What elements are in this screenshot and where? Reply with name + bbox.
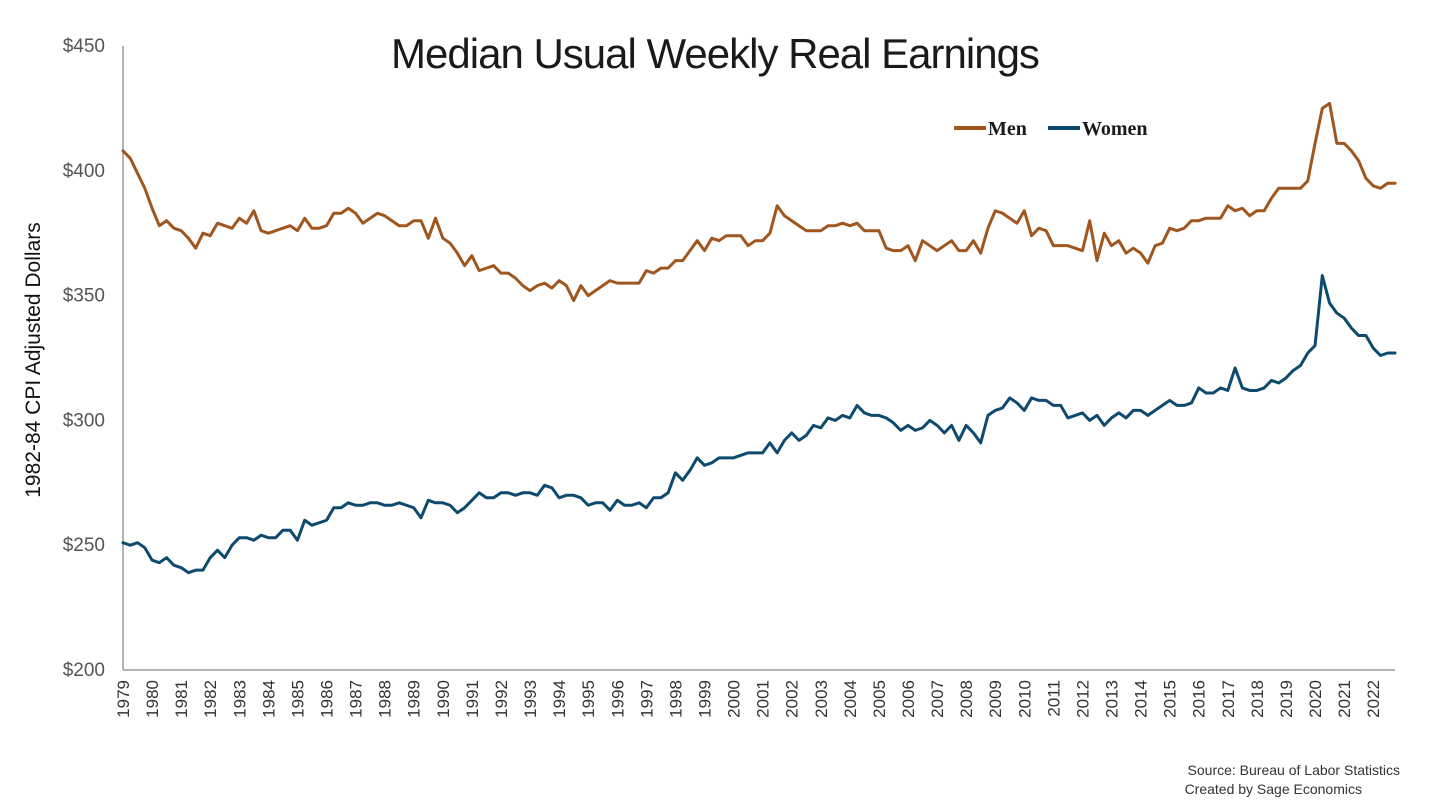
x-tick-label: 1982 [201, 680, 220, 718]
x-tick-label: 1986 [318, 680, 337, 718]
y-tick-label: $200 [63, 660, 105, 681]
x-tick-label: 2010 [1015, 680, 1034, 718]
x-tick-label: 2011 [1044, 680, 1063, 717]
x-tick-label: 2015 [1161, 680, 1180, 718]
x-tick-label: 1981 [172, 680, 191, 718]
y-tick-label: $300 [63, 410, 105, 431]
x-tick-label: 2009 [986, 680, 1005, 718]
x-tick-label: 2001 [754, 680, 773, 718]
legend: Men Women [954, 118, 1148, 140]
legend-label-men: Men [988, 118, 1027, 140]
x-tick-label: 2008 [957, 680, 976, 718]
series-line-men [121, 101, 1397, 303]
x-tick-label: 1984 [259, 680, 278, 718]
x-tick-label: 2014 [1132, 680, 1151, 718]
x-tick-label: 1999 [695, 680, 714, 718]
y-tick-label: $250 [63, 535, 105, 556]
x-tick-label: 1987 [347, 680, 366, 718]
x-tick-label: 2017 [1219, 680, 1238, 718]
chart-title: Median Usual Weekly Real Earnings [391, 30, 1039, 77]
x-tick-label: 1997 [637, 680, 656, 718]
y-axis-label: 1982-84 CPI Adjusted Dollars [22, 222, 45, 498]
x-tick-label: 1996 [608, 680, 627, 718]
y-tick-label: $350 [63, 286, 105, 307]
x-tick-label: 2021 [1335, 680, 1354, 718]
y-tick-label: $450 [63, 36, 105, 57]
y-tick-label: $400 [63, 161, 105, 182]
x-tick-label: 1988 [376, 680, 395, 718]
x-tick-label: 1998 [666, 680, 685, 718]
y-tick-labels: $200 $250 $300 $350 $400 $450 [63, 36, 105, 681]
x-tick-label: 2003 [812, 680, 831, 718]
x-tick-label: 1980 [143, 680, 162, 718]
x-tick-label: 2019 [1277, 680, 1296, 718]
source-line-1: Source: Bureau of Labor Statistics [1188, 762, 1400, 778]
x-tick-label: 1991 [463, 680, 482, 718]
series-line-women [121, 274, 1397, 575]
x-tick-label: 1983 [230, 680, 249, 718]
x-tick-label: 2004 [841, 680, 860, 718]
legend-label-women: Women [1082, 118, 1148, 140]
x-tick-label: 1992 [492, 680, 511, 718]
x-tick-label: 2013 [1103, 680, 1122, 718]
x-tick-label: 2005 [870, 680, 889, 718]
x-tick-label: 1995 [579, 680, 598, 718]
x-tick-label: 2016 [1190, 680, 1209, 718]
x-tick-label: 1989 [405, 680, 424, 718]
x-tick-labels: 1979 1980 1981 1982 1983 1984 1985 1986 1987 1988… [114, 680, 1383, 718]
x-tick-label: 1993 [521, 680, 540, 718]
x-tick-label: 1990 [434, 680, 453, 718]
x-tick-label: 1985 [288, 680, 307, 718]
x-tick-label: 2022 [1364, 680, 1383, 718]
x-tick-label: 2007 [928, 680, 947, 718]
x-tick-label: 2000 [725, 680, 744, 718]
x-tick-label: 2006 [899, 680, 918, 718]
x-tick-label: 2018 [1248, 680, 1267, 718]
x-tick-label: 2002 [783, 680, 802, 718]
source-line-2: Created by Sage Economics [1185, 781, 1362, 797]
x-tick-label: 2020 [1306, 680, 1325, 718]
series-layer [121, 101, 1397, 575]
x-tick-label: 1994 [550, 680, 569, 718]
x-tick-label: 2012 [1073, 680, 1092, 718]
x-tick-label: 1979 [114, 680, 133, 718]
